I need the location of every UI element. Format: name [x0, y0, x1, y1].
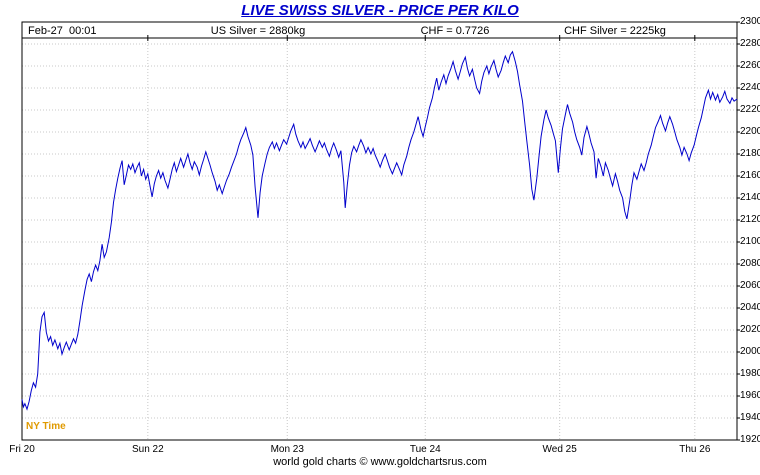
x-axis-label: Thu 26: [679, 444, 711, 455]
y-axis-label: 1980: [740, 368, 760, 379]
y-axis-label: 2080: [740, 258, 760, 269]
y-axis-label: 2260: [740, 60, 760, 71]
y-axis-label: 1940: [740, 412, 760, 423]
y-axis-label: 2140: [740, 192, 760, 203]
us-silver-quote: US Silver = 2880kg: [210, 25, 306, 37]
y-axis-label: 2220: [740, 104, 760, 115]
y-axis-label: 2040: [740, 302, 760, 313]
chart-title: LIVE SWISS SILVER - PRICE PER KILO: [241, 2, 519, 19]
chf-rate-quote: CHF = 0.7726: [420, 25, 490, 37]
y-axis-label: 2120: [740, 214, 760, 225]
y-axis-label: 2180: [740, 148, 760, 159]
y-axis-label: 2300: [740, 16, 760, 27]
y-axis-label: 1960: [740, 390, 760, 401]
ny-time-label: NY Time: [26, 421, 66, 432]
y-axis-label: 1920: [740, 434, 760, 445]
y-axis-label: 2200: [740, 126, 760, 137]
y-axis-label: 2280: [740, 38, 760, 49]
x-axis-label: Fri 20: [9, 444, 35, 455]
x-axis-label: Mon 23: [270, 444, 304, 455]
chf-silver-quote: CHF Silver = 2225kg: [564, 25, 666, 37]
y-axis-label: 2240: [740, 82, 760, 93]
x-axis-label: Wed 25: [542, 444, 577, 455]
y-axis-label: 2000: [740, 346, 760, 357]
y-axis-label: 2020: [740, 324, 760, 335]
quote-timestamp: Feb-27 00:01: [28, 25, 97, 37]
y-axis-label: 2100: [740, 236, 760, 247]
y-axis-label: 2060: [740, 280, 760, 291]
footer-credit: world gold charts © www.goldchartsrus.co…: [273, 456, 487, 468]
y-axis-label: 2160: [740, 170, 760, 181]
x-axis-label: Tue 24: [409, 444, 441, 455]
x-axis-label: Sun 22: [131, 444, 164, 455]
